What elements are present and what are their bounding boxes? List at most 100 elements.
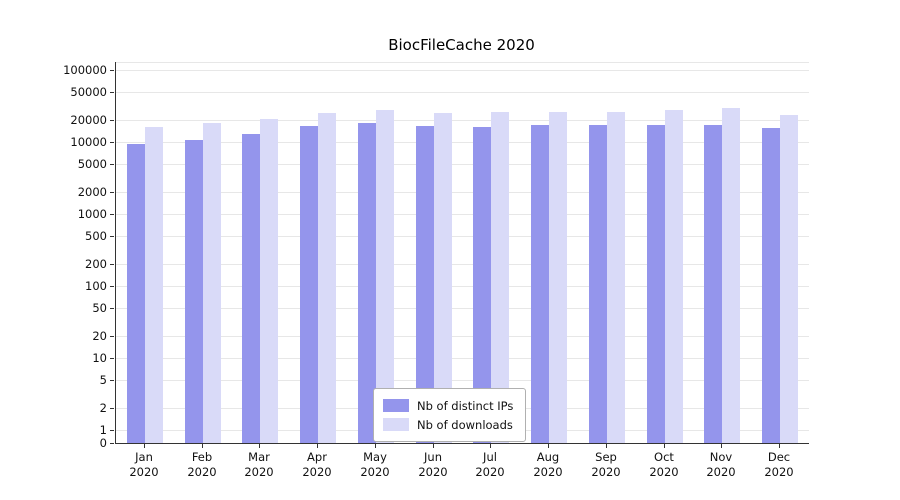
x-tick-label-aug: Aug 2020 <box>533 450 563 479</box>
y-tick-mark <box>110 286 114 287</box>
legend-label-distinct-ips: Nb of distinct IPs <box>417 398 514 413</box>
legend-row: Nb of downloads <box>383 415 513 434</box>
gridline <box>116 120 809 121</box>
y-tick-mark <box>110 164 114 165</box>
y-tick-label: 50000 <box>70 85 107 99</box>
legend-label-downloads: Nb of downloads <box>417 417 513 432</box>
y-tick-mark <box>110 70 114 71</box>
y-tick-mark <box>110 264 114 265</box>
bar-nb-of-distinct-ips-sep <box>589 125 607 443</box>
chart-title: BiocFileCache 2020 <box>388 36 535 54</box>
x-tick-mark <box>433 444 434 448</box>
y-tick-mark <box>110 192 114 193</box>
y-tick-label: 5000 <box>77 157 107 171</box>
y-tick-mark <box>110 214 114 215</box>
y-tick-mark <box>110 430 114 431</box>
bar-nb-of-distinct-ips-jul <box>473 127 491 443</box>
y-tick-label: 100 <box>85 279 107 293</box>
bar-nb-of-downloads-jul <box>491 112 509 443</box>
x-tick-label-jul: Jul 2020 <box>475 450 505 479</box>
bar-nb-of-distinct-ips-dec <box>762 128 780 443</box>
y-tick-label: 2 <box>99 401 107 415</box>
bar-nb-of-downloads-apr <box>318 113 336 443</box>
x-tick-label-oct: Oct 2020 <box>649 450 679 479</box>
y-tick-label: 5 <box>99 373 107 387</box>
x-tick-mark <box>779 444 780 448</box>
y-tick-mark <box>110 142 114 143</box>
x-tick-mark <box>202 444 203 448</box>
y-tick-label: 1000 <box>77 207 107 221</box>
bar-nb-of-downloads-feb <box>203 123 221 443</box>
bar-nb-of-downloads-sep <box>607 112 625 443</box>
bar-nb-of-downloads-aug <box>549 112 567 443</box>
x-tick-mark <box>664 444 665 448</box>
x-tick-label-nov: Nov 2020 <box>706 450 736 479</box>
gridline <box>116 264 809 265</box>
bar-nb-of-distinct-ips-nov <box>704 125 722 443</box>
x-tick-mark <box>721 444 722 448</box>
gridline <box>116 236 809 237</box>
y-tick-label: 10000 <box>70 135 107 149</box>
y-tick-label: 50 <box>92 301 107 315</box>
x-tick-mark <box>490 444 491 448</box>
y-tick-label: 20000 <box>70 113 107 127</box>
y-tick-mark <box>110 92 114 93</box>
gridline <box>116 358 809 359</box>
gridline <box>116 142 809 143</box>
y-tick-mark <box>110 336 114 337</box>
y-tick-label: 1 <box>99 423 107 437</box>
gridline <box>116 214 809 215</box>
x-tick-label-jun: Jun 2020 <box>418 450 448 479</box>
x-tick-mark <box>317 444 318 448</box>
gridline <box>116 286 809 287</box>
gridline <box>116 62 809 63</box>
bar-nb-of-downloads-may <box>376 110 394 443</box>
bar-nb-of-downloads-dec <box>780 115 798 443</box>
bar-nb-of-distinct-ips-may <box>358 123 376 443</box>
y-tick-label: 500 <box>85 229 107 243</box>
gridline <box>116 70 809 71</box>
x-tick-mark <box>259 444 260 448</box>
x-tick-mark <box>548 444 549 448</box>
y-tick-mark <box>110 120 114 121</box>
x-tick-mark <box>606 444 607 448</box>
plot-area <box>115 62 809 444</box>
y-tick-mark <box>110 380 114 381</box>
x-tick-mark <box>375 444 376 448</box>
bar-nb-of-distinct-ips-oct <box>647 125 665 443</box>
y-tick-label: 10 <box>92 351 107 365</box>
y-tick-mark <box>110 308 114 309</box>
x-tick-label-may: May 2020 <box>360 450 390 479</box>
legend-swatch-downloads <box>383 418 409 431</box>
x-tick-label-feb: Feb 2020 <box>187 450 217 479</box>
legend-row: Nb of distinct IPs <box>383 396 513 415</box>
legend-swatch-distinct-ips <box>383 399 409 412</box>
y-tick-mark <box>110 408 114 409</box>
y-tick-mark <box>110 358 114 359</box>
gridline <box>116 192 809 193</box>
x-tick-label-sep: Sep 2020 <box>591 450 621 479</box>
bar-nb-of-distinct-ips-apr <box>300 126 318 443</box>
y-tick-label: 100000 <box>63 63 107 77</box>
bar-nb-of-downloads-jun <box>434 113 452 443</box>
y-tick-mark <box>110 236 114 237</box>
bar-nb-of-distinct-ips-jan <box>127 144 145 443</box>
bar-nb-of-downloads-nov <box>722 108 740 443</box>
legend: Nb of distinct IPs Nb of downloads <box>373 388 527 442</box>
gridline <box>116 380 809 381</box>
bar-nb-of-distinct-ips-aug <box>531 125 549 443</box>
bar-nb-of-distinct-ips-jun <box>416 126 434 443</box>
x-tick-label-mar: Mar 2020 <box>244 450 274 479</box>
gridline <box>116 308 809 309</box>
gridline <box>116 92 809 93</box>
x-tick-label-apr: Apr 2020 <box>302 450 332 479</box>
x-tick-mark <box>144 444 145 448</box>
bar-nb-of-downloads-oct <box>665 110 683 443</box>
y-tick-label: 200 <box>85 257 107 271</box>
x-tick-label-dec: Dec 2020 <box>764 450 794 479</box>
x-tick-label-jan: Jan 2020 <box>129 450 159 479</box>
y-tick-label: 0 <box>99 436 107 450</box>
bar-nb-of-downloads-mar <box>260 119 278 443</box>
y-tick-label: 20 <box>92 329 107 343</box>
